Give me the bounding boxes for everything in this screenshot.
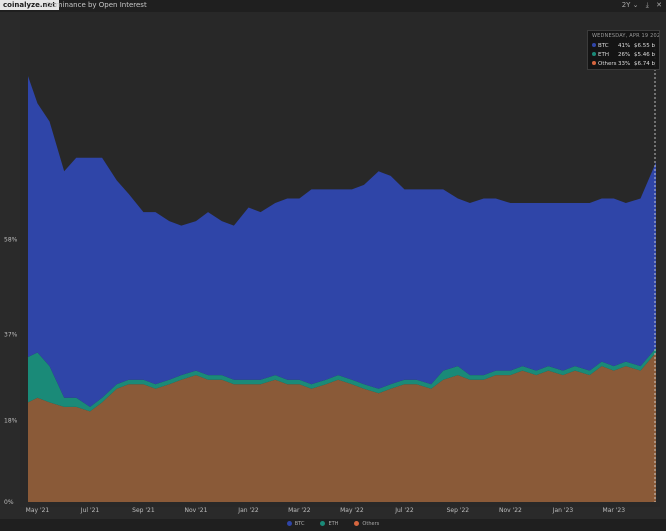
range-selector[interactable]: 2Y ⌄ bbox=[622, 1, 639, 9]
x-tick-label: Sep '22 bbox=[447, 507, 470, 514]
legend-label: BTC bbox=[294, 521, 305, 527]
tooltip-dot bbox=[592, 43, 596, 47]
legend-item-eth[interactable]: ETH bbox=[320, 520, 338, 528]
x-tick-label: Sep '21 bbox=[132, 507, 155, 514]
range-label: 2Y bbox=[621, 1, 631, 9]
x-tick-label: Jul '21 bbox=[80, 507, 100, 514]
x-tick-label: May '22 bbox=[340, 507, 364, 514]
area-series-btc[interactable] bbox=[28, 76, 656, 407]
brand-logo[interactable]: coinalyze.net bbox=[0, 0, 59, 10]
x-tick-label: Mar '22 bbox=[288, 507, 311, 514]
y-tick-label: 37% bbox=[4, 331, 18, 338]
tooltip-value: $6.74 b bbox=[634, 61, 655, 67]
x-tick-label: Nov '22 bbox=[499, 507, 522, 514]
x-tick-label: Jan '23 bbox=[552, 507, 574, 514]
area-series-others[interactable] bbox=[28, 352, 656, 502]
tooltip-row-btc: BTC 41% $6.55 b bbox=[592, 42, 655, 51]
x-tick-label: Nov '21 bbox=[185, 507, 208, 514]
tooltip-rows: BTC 41% $6.55 b ETH 26% $5.46 b Others 33% $6.74… bbox=[592, 42, 655, 69]
legend-item-btc[interactable]: BTC bbox=[286, 520, 305, 528]
close-icon[interactable]: ✕ bbox=[656, 1, 662, 9]
tooltip-percent: 41% bbox=[618, 43, 631, 49]
tooltip-value: $6.55 b bbox=[634, 43, 655, 49]
y-tick-label: 0% bbox=[4, 499, 14, 506]
tooltip-series-name: ETH bbox=[598, 52, 609, 58]
chart-title: Dominance by Open Interest bbox=[46, 1, 147, 9]
area-layer bbox=[28, 76, 656, 502]
legend-swatch bbox=[354, 521, 360, 526]
dominance-chart[interactable]: 58% 37% 18% 0% May '21 Jul '21 Sep '21 Nov '21… bbox=[0, 12, 666, 519]
x-tick-label: Jul '22 bbox=[394, 507, 414, 514]
tooltip-date: WEDNESDAY, APR 19 2023 bbox=[592, 33, 660, 39]
y-tick-label: 58% bbox=[4, 236, 18, 243]
tooltip-percent: 26% bbox=[618, 52, 631, 58]
x-tick-label: Jan '22 bbox=[237, 507, 259, 514]
tooltip-percent: 33% bbox=[618, 61, 631, 67]
tooltip-row-others: Others 33% $6.74 b bbox=[592, 60, 655, 69]
chart-controls: 2Y ⌄ ⤓ ✕ bbox=[617, 0, 662, 10]
legend-label: Others bbox=[362, 521, 380, 527]
tooltip-value: $5.46 b bbox=[634, 52, 655, 58]
download-icon[interactable]: ⤓ bbox=[645, 1, 649, 9]
y-tick-label: 18% bbox=[4, 417, 18, 424]
tooltip-dot bbox=[592, 61, 596, 65]
area-series-eth[interactable] bbox=[28, 347, 656, 412]
x-tick-label: May '21 bbox=[26, 507, 50, 514]
y-axis: 58% 37% 18% 0% bbox=[4, 236, 18, 506]
tooltip-series-name: BTC bbox=[598, 43, 609, 49]
tooltip-dot bbox=[592, 52, 596, 56]
hover-tooltip: WEDNESDAY, APR 19 2023 BTC 41% $6.55 b ETH 2… bbox=[587, 30, 660, 70]
tooltip-row-eth: ETH 26% $5.46 b bbox=[592, 51, 655, 60]
x-axis: May '21 Jul '21 Sep '21 Nov '21 Jan '22 Mar '… bbox=[26, 507, 626, 514]
tooltip-series-name: Others bbox=[598, 61, 617, 67]
legend-item-others[interactable]: Others bbox=[354, 520, 379, 528]
chevron-down-icon: ⌄ bbox=[632, 1, 639, 9]
legend-swatch bbox=[320, 521, 326, 526]
chart-legend: BTC ETH Others bbox=[0, 520, 666, 528]
legend-swatch bbox=[286, 521, 292, 526]
x-tick-label: Mar '23 bbox=[603, 507, 626, 514]
legend-label: ETH bbox=[328, 521, 339, 527]
top-bar: coinalyze.net Dominance by Open Interest… bbox=[0, 0, 666, 11]
